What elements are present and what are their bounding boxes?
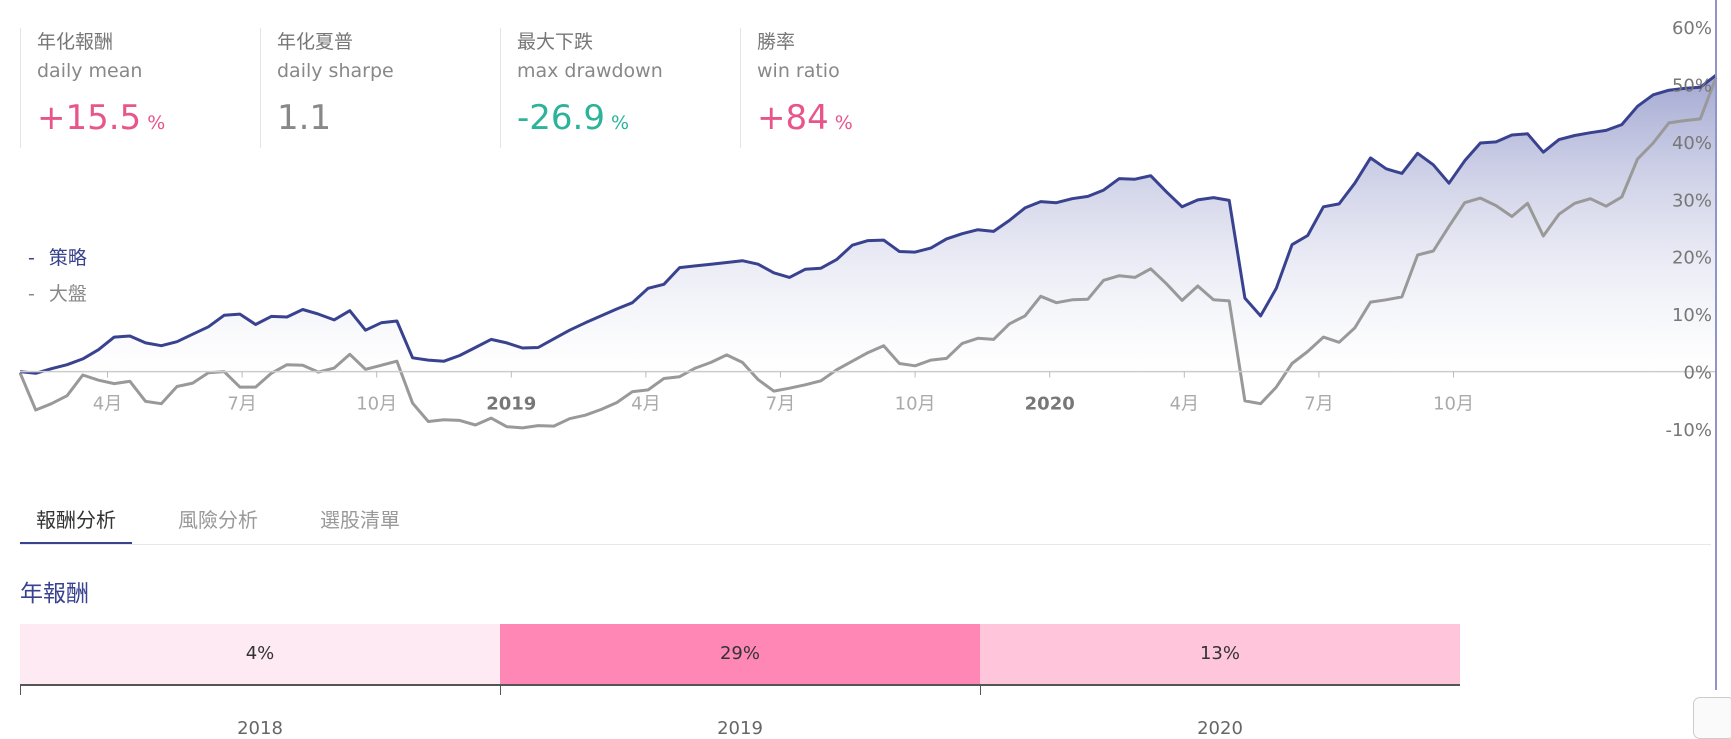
stat-value-row: +84% bbox=[757, 96, 980, 140]
y-tick-label: 30% bbox=[1672, 190, 1712, 211]
x-tick-label: 10月 bbox=[356, 394, 397, 415]
x-tick-label: 4月 bbox=[93, 394, 122, 415]
year-axis-segment bbox=[980, 684, 1460, 714]
year-label: 2020 bbox=[1197, 718, 1243, 739]
y-tick-label: -10% bbox=[1665, 420, 1712, 441]
stat-sharpe: 年化夏普 daily sharpe 1.1 bbox=[260, 28, 500, 148]
y-tick-label: 40% bbox=[1672, 133, 1712, 154]
stat-subtitle: max drawdown bbox=[517, 60, 663, 82]
tab-stock-list[interactable]: 選股清單 bbox=[320, 508, 400, 532]
stat-unit: % bbox=[834, 112, 853, 134]
annual-column: 4% 2018 bbox=[20, 624, 500, 739]
stat-unit: % bbox=[610, 112, 630, 134]
annual-return-cell: 4% bbox=[20, 624, 500, 684]
stat-subtitle: win ratio bbox=[757, 60, 840, 82]
x-tick-label: 10月 bbox=[1433, 394, 1474, 415]
series-area-strategy bbox=[20, 75, 1716, 374]
legend-dash: - bbox=[28, 283, 35, 305]
stat-value-row: 1.1 bbox=[277, 96, 500, 140]
x-tick-label: 7月 bbox=[1304, 394, 1333, 415]
year-label: 2018 bbox=[237, 718, 283, 739]
year-axis-segment bbox=[500, 684, 980, 714]
annual-column: 29% 2019 bbox=[500, 624, 980, 739]
x-tick-label: 4月 bbox=[631, 394, 660, 415]
year-axis-segment bbox=[20, 684, 500, 714]
stat-value-row: +15.5% bbox=[37, 96, 260, 140]
x-tick-label: 7月 bbox=[766, 394, 795, 415]
stat-value: +84 bbox=[757, 98, 829, 138]
stat-max-drawdown: 最大下跌 max drawdown -26.9% bbox=[500, 28, 740, 148]
stat-title: 年化夏普 bbox=[277, 31, 354, 53]
stat-title: 最大下跌 bbox=[517, 31, 594, 53]
legend-label: 策略 bbox=[48, 247, 87, 269]
tab-return-analysis[interactable]: 報酬分析 bbox=[20, 498, 132, 544]
x-axis: 4月 7月 10月 2019 4月 7月 10月 2020 4月 7月 10月 bbox=[93, 371, 1474, 415]
legend-item-strategy[interactable]: - 策略 bbox=[28, 240, 87, 276]
stat-title: 年化報酬 bbox=[37, 31, 114, 53]
x-tick-label: 2020 bbox=[1025, 394, 1075, 415]
legend-label: 大盤 bbox=[48, 283, 87, 305]
annual-return-bar: 4% 2018 29% 2019 13% 2020 bbox=[20, 624, 1460, 739]
stat-unit: % bbox=[147, 112, 166, 134]
legend-item-benchmark[interactable]: - 大盤 bbox=[28, 276, 87, 312]
stat-win-ratio: 勝率 win ratio +84% bbox=[740, 28, 980, 148]
stat-subtitle: daily sharpe bbox=[277, 60, 394, 82]
stat-value: 1.1 bbox=[277, 98, 332, 138]
y-tick-label: 60% bbox=[1672, 18, 1712, 39]
y-tick-label: 50% bbox=[1672, 75, 1712, 96]
section-title-annual-return: 年報酬 bbox=[20, 581, 89, 607]
stat-value: +15.5 bbox=[37, 98, 142, 138]
series-line-benchmark bbox=[18, 76, 1718, 430]
annual-column: 13% 2020 bbox=[980, 624, 1460, 739]
x-tick-label: 7月 bbox=[227, 394, 256, 415]
annual-return-cell: 13% bbox=[980, 624, 1460, 684]
y-axis: 60% 50% 40% 30% 20% 10% 0% -10% bbox=[1665, 18, 1712, 441]
y-tick-label: 0% bbox=[1683, 363, 1712, 384]
stat-value: -26.9 bbox=[517, 98, 605, 138]
stat-subtitle: daily mean bbox=[37, 60, 143, 82]
x-tick-label: 10月 bbox=[895, 394, 936, 415]
x-tick-label: 4月 bbox=[1170, 394, 1199, 415]
stat-annual-return: 年化報酬 daily mean +15.5% bbox=[20, 28, 260, 148]
stat-value-row: -26.9% bbox=[517, 96, 740, 140]
x-tick-label: 2019 bbox=[486, 394, 536, 415]
chart-legend: - 策略 - 大盤 bbox=[28, 240, 87, 312]
year-label: 2019 bbox=[717, 718, 763, 739]
analysis-tabs: 報酬分析 風險分析 選股清單 bbox=[20, 498, 1711, 545]
tab-risk-analysis[interactable]: 風險分析 bbox=[178, 508, 258, 532]
stats-panel: 年化報酬 daily mean +15.5% 年化夏普 daily sharpe… bbox=[20, 28, 980, 148]
y-tick-label: 20% bbox=[1672, 248, 1712, 269]
annual-return-cell: 29% bbox=[500, 624, 980, 684]
legend-dash: - bbox=[28, 247, 35, 269]
series-line-strategy bbox=[19, 74, 1717, 375]
series-layer bbox=[18, 74, 1718, 430]
scroll-indicator[interactable] bbox=[1715, 0, 1717, 690]
performance-chart: 4月 7月 10月 2019 4月 7月 10月 2020 4月 7月 10月 60% 50% 40% 3… bbox=[18, 18, 1718, 441]
stat-title: 勝率 bbox=[757, 31, 796, 53]
y-tick-label: 10% bbox=[1672, 305, 1712, 326]
